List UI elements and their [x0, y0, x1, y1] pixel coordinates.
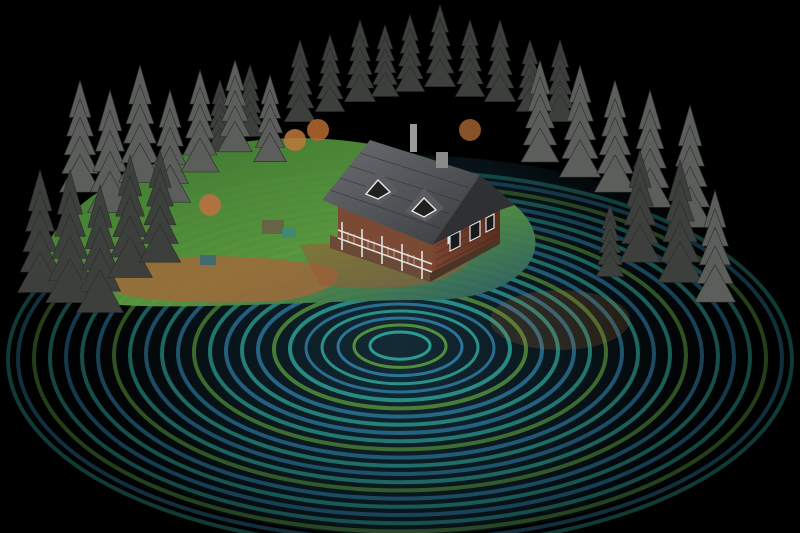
- pine-forest: [17, 3, 737, 313]
- camp-props: [200, 220, 296, 265]
- cabin: [322, 124, 515, 282]
